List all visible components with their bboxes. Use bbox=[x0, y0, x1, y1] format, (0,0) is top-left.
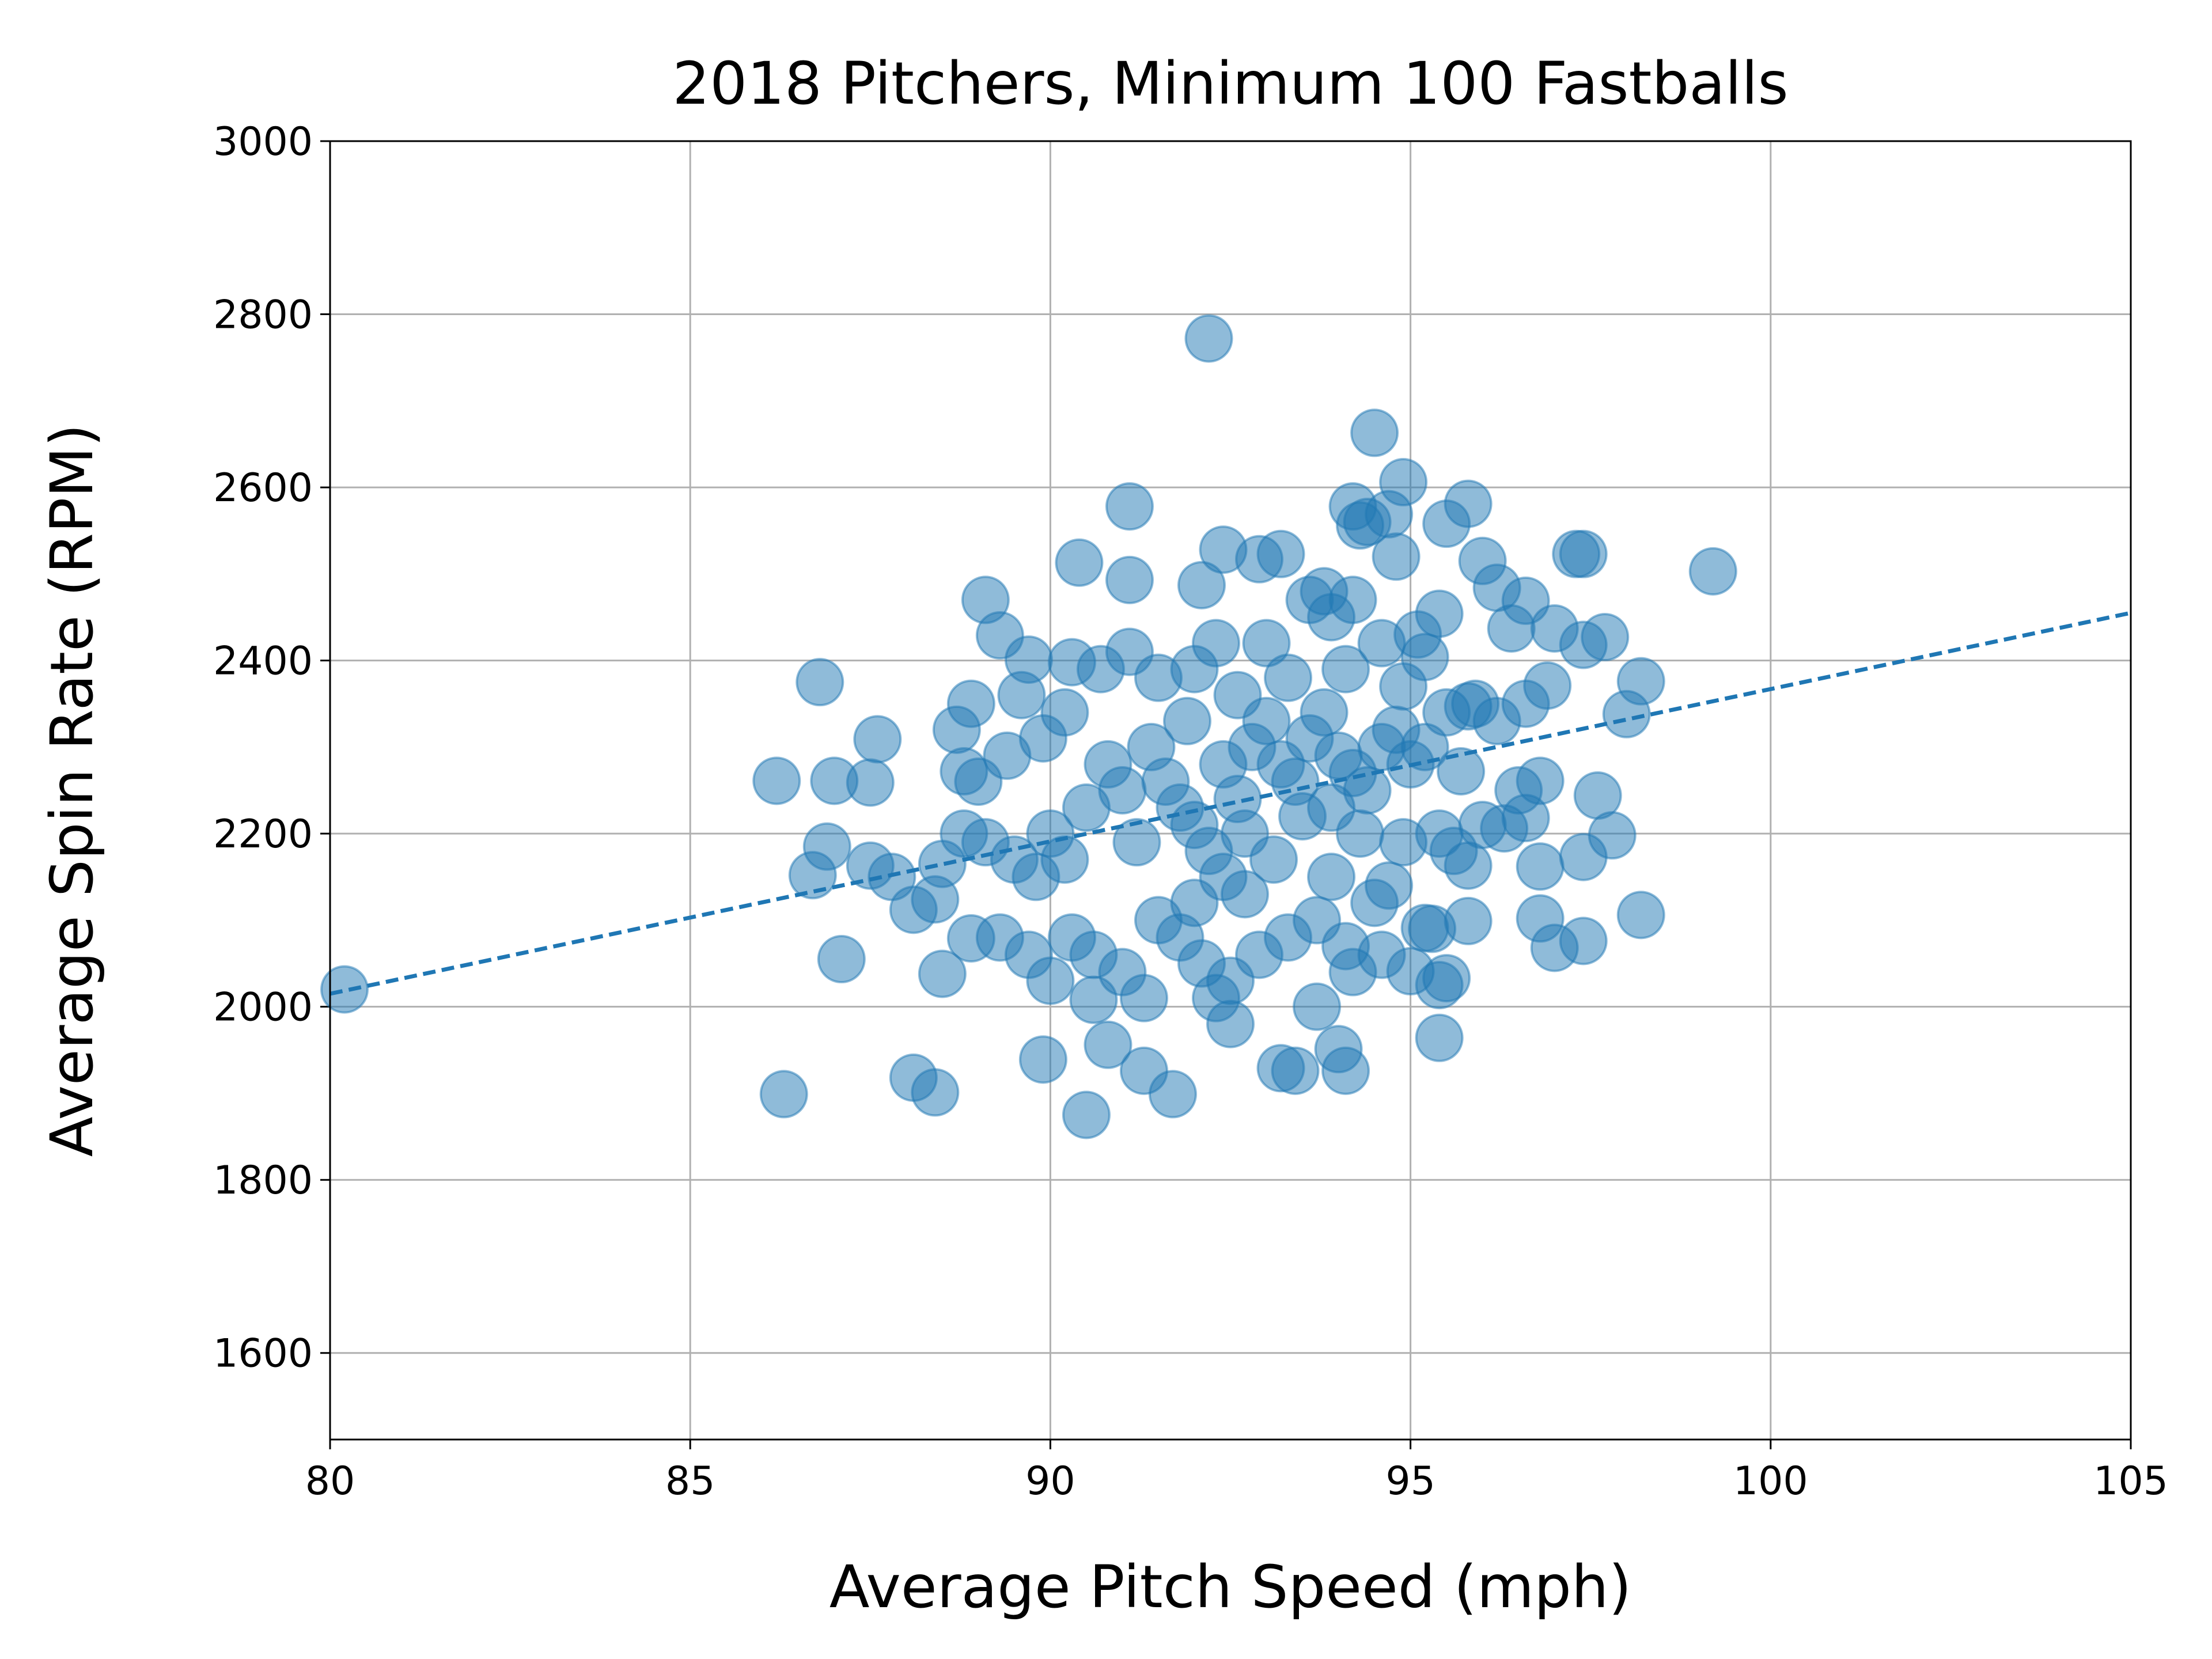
point bbox=[1256, 529, 1305, 578]
point bbox=[1379, 818, 1428, 867]
point bbox=[1105, 482, 1154, 531]
point bbox=[1573, 771, 1622, 820]
point bbox=[1062, 1090, 1111, 1139]
point bbox=[1321, 645, 1370, 694]
point bbox=[1516, 842, 1565, 891]
point bbox=[1170, 878, 1219, 927]
y-tick-label: 2800 bbox=[213, 293, 313, 338]
x-tick-label: 105 bbox=[2093, 1459, 2168, 1504]
point bbox=[1616, 891, 1665, 940]
point bbox=[1148, 1070, 1197, 1119]
point bbox=[1112, 818, 1161, 867]
y-tick-label: 2600 bbox=[213, 465, 313, 511]
point bbox=[1084, 1020, 1132, 1069]
point bbox=[961, 818, 1010, 867]
point bbox=[1018, 1035, 1067, 1084]
point bbox=[1494, 766, 1543, 815]
y-tick-label: 2200 bbox=[213, 812, 313, 857]
point bbox=[1162, 696, 1211, 745]
point bbox=[1688, 547, 1737, 596]
point bbox=[320, 965, 369, 1014]
fit-line bbox=[329, 611, 2131, 996]
point bbox=[1379, 662, 1428, 711]
x-tick-label: 100 bbox=[1733, 1459, 1808, 1504]
point bbox=[1293, 982, 1342, 1031]
point bbox=[1350, 408, 1399, 457]
point bbox=[1559, 529, 1608, 578]
point bbox=[1408, 904, 1457, 953]
point bbox=[1105, 555, 1154, 604]
point bbox=[1221, 870, 1270, 919]
point bbox=[1098, 766, 1147, 815]
point bbox=[1040, 688, 1089, 737]
point bbox=[1307, 853, 1356, 902]
point bbox=[796, 658, 844, 707]
point bbox=[1249, 835, 1298, 884]
point bbox=[1321, 1046, 1370, 1095]
point bbox=[1393, 610, 1442, 659]
chart-title: 2018 Pitchers, Minimum 100 Fastballs bbox=[672, 50, 1788, 118]
point bbox=[1516, 894, 1565, 943]
x-tick-label: 80 bbox=[305, 1459, 355, 1504]
point bbox=[1119, 974, 1168, 1022]
point bbox=[1458, 801, 1507, 850]
point bbox=[911, 875, 960, 924]
point bbox=[1191, 619, 1240, 668]
point bbox=[788, 851, 837, 900]
point bbox=[759, 1070, 808, 1119]
point bbox=[1487, 604, 1536, 653]
point bbox=[1350, 878, 1399, 927]
point bbox=[1559, 832, 1608, 881]
y-tick-label: 2400 bbox=[213, 639, 313, 684]
point bbox=[1004, 635, 1053, 684]
point bbox=[918, 949, 967, 998]
point bbox=[1206, 999, 1255, 1048]
point bbox=[1264, 653, 1313, 702]
point bbox=[1357, 930, 1406, 979]
y-tick-label: 1600 bbox=[213, 1331, 313, 1377]
point bbox=[1300, 688, 1349, 737]
y-tick-label: 3000 bbox=[213, 119, 313, 165]
point bbox=[1530, 604, 1579, 653]
y-tick-label: 2000 bbox=[213, 985, 313, 1031]
point bbox=[846, 758, 895, 807]
point bbox=[1242, 619, 1291, 668]
y-tick-label: 1800 bbox=[213, 1158, 313, 1203]
point bbox=[1184, 314, 1233, 363]
point bbox=[1199, 740, 1248, 789]
x-tick-label: 85 bbox=[665, 1459, 715, 1504]
point bbox=[1012, 853, 1060, 902]
point bbox=[1300, 567, 1349, 616]
point bbox=[1472, 696, 1521, 745]
point bbox=[1177, 560, 1226, 609]
x-axis-label: Average Pitch Speed (mph) bbox=[830, 1553, 1632, 1622]
point bbox=[752, 756, 801, 805]
point bbox=[1415, 1013, 1464, 1062]
point bbox=[1437, 747, 1486, 796]
point bbox=[853, 715, 902, 764]
point bbox=[911, 1068, 960, 1117]
point bbox=[1213, 671, 1262, 719]
x-tick-label: 95 bbox=[1385, 1459, 1435, 1504]
point bbox=[954, 757, 1003, 806]
plot-frame bbox=[329, 140, 2132, 1441]
point bbox=[817, 935, 866, 984]
point bbox=[1343, 498, 1392, 547]
point bbox=[1422, 499, 1471, 548]
point bbox=[946, 679, 995, 728]
y-axis-label: Average Spin Rate (RPM) bbox=[38, 424, 107, 1157]
point bbox=[1372, 532, 1421, 581]
point bbox=[1307, 783, 1356, 832]
point bbox=[1055, 538, 1104, 587]
point bbox=[1271, 1046, 1320, 1095]
point bbox=[1602, 690, 1651, 738]
x-tick-label: 90 bbox=[1025, 1459, 1075, 1504]
point bbox=[1026, 956, 1075, 1005]
